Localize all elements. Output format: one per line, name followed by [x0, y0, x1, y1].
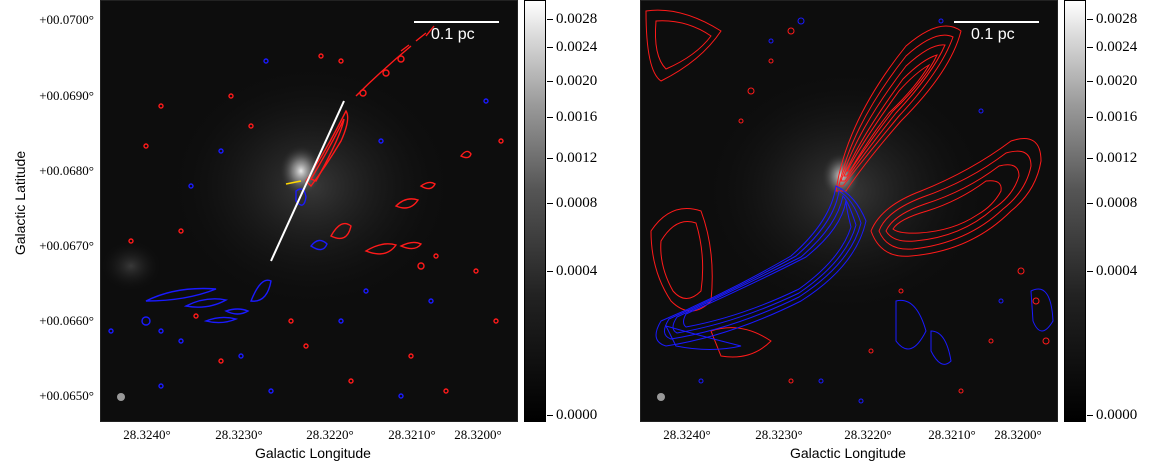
colorbar-tick: 0.0004	[546, 263, 598, 279]
blue-contours	[655, 17, 1054, 404]
outflow-axis-line	[270, 100, 345, 262]
x-axis-title: Galactic Longitude	[790, 445, 906, 461]
scale-bar	[954, 21, 1039, 23]
colorbar-tick: 0.0024	[1086, 39, 1138, 55]
blue-contours	[108, 58, 489, 399]
colorbar-tick: 0.0000	[546, 407, 598, 423]
y-tick-label: +00.0650°	[39, 388, 94, 403]
x-tick-label: 28.3210°	[928, 427, 976, 442]
colorbar-tick: 0.0012	[546, 150, 598, 166]
colorbar-tick: 0.0016	[546, 109, 598, 125]
x-tick-label: 28.3200°	[454, 427, 502, 442]
colorbar-tick: 0.0008	[1086, 195, 1138, 211]
right-map-svg	[641, 1, 1057, 421]
scale-bar-label: 0.1 pc	[971, 26, 1015, 43]
right-map-image: 0.1 pc	[640, 0, 1058, 422]
left-map-image: 0.1 pc	[100, 0, 518, 422]
x-tick-label: 28.3220°	[306, 427, 354, 442]
colorbar-tick: 0.0004	[1086, 263, 1138, 279]
colorbar-tick: 0.0000	[1086, 407, 1138, 423]
colorbar-tick: 0.0028	[546, 11, 598, 27]
beam-ellipse	[117, 393, 125, 401]
y-tick-label: +00.0700°	[39, 12, 94, 27]
colorbar	[1064, 0, 1086, 422]
red-contours	[645, 9, 1050, 394]
colorbar-tick: 0.0008	[546, 195, 598, 211]
colorbar	[524, 0, 546, 422]
beam-ellipse	[657, 393, 665, 401]
x-tick-label: 28.3240°	[123, 427, 171, 442]
colorbar-tick: 0.0012	[1086, 150, 1138, 166]
y-tick-label: +00.0680°	[39, 163, 94, 178]
scale-bar-label: 0.1 pc	[431, 26, 475, 43]
scale-bar	[414, 21, 499, 23]
colorbar-tick: 0.0020	[1086, 73, 1138, 89]
colorbar-tick: 0.0024	[546, 39, 598, 55]
x-tick-label: 28.3230°	[755, 427, 803, 442]
x-tick-label: 28.3240°	[663, 427, 711, 442]
y-tick-label: +00.0670°	[39, 238, 94, 253]
x-tick-label: 28.3230°	[215, 427, 263, 442]
colorbar-tick: 0.0020	[546, 73, 598, 89]
x-tick-label: 28.3200°	[994, 427, 1042, 442]
x-axis-title: Galactic Longitude	[255, 445, 371, 461]
source-marker	[285, 180, 302, 185]
x-tick-label: 28.3220°	[844, 427, 892, 442]
y-tick-label: +00.0660°	[39, 313, 94, 328]
colorbar-tick: 0.0028	[1086, 11, 1138, 27]
y-tick-label: +00.0690°	[39, 88, 94, 103]
left-map-svg	[101, 1, 517, 421]
red-contours	[128, 25, 504, 394]
colorbar-tick: 0.0016	[1086, 109, 1138, 125]
x-tick-label: 28.3210°	[388, 427, 436, 442]
